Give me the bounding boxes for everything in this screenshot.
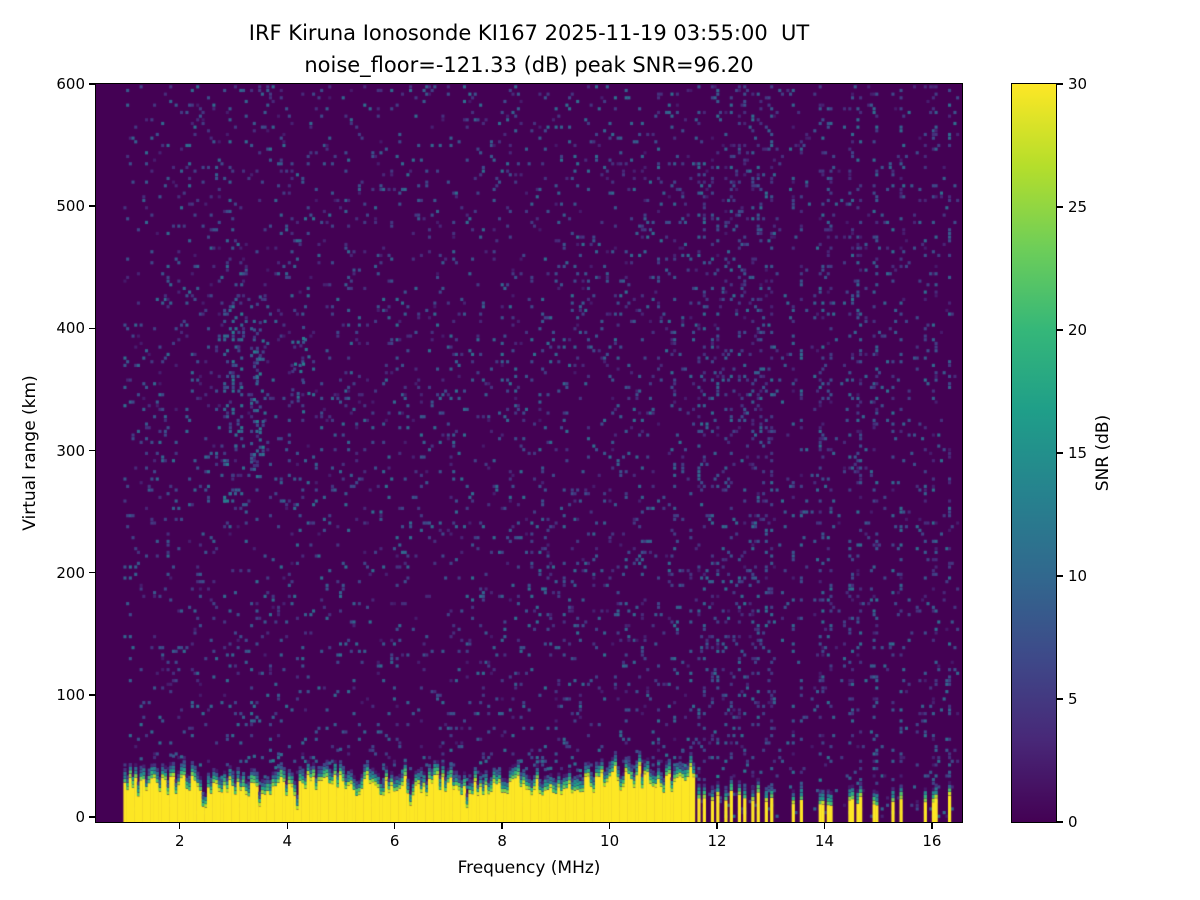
- colorbar-tick-mark: [1057, 698, 1063, 700]
- y-tick-label: 100: [56, 685, 85, 704]
- chart-subtitle: noise_floor=-121.33 (dB) peak SNR=96.20: [304, 53, 754, 77]
- y-tick-label: 600: [56, 75, 85, 93]
- colorbar-tick-mark: [1057, 821, 1063, 823]
- y-tick-mark: [89, 449, 96, 452]
- y-tick-mark: [89, 83, 96, 85]
- y-tick-label: 400: [56, 319, 85, 338]
- x-tick-label: 14: [814, 832, 835, 850]
- x-tick-mark: [179, 822, 181, 829]
- x-tick-label: 2: [175, 832, 185, 850]
- colorbar-tick-mark: [1057, 83, 1063, 85]
- x-tick-mark: [501, 822, 503, 829]
- y-tick-mark: [89, 816, 96, 818]
- y-tick-label: 300: [56, 441, 85, 460]
- colorbar-label: SNR (dB): [1093, 414, 1113, 492]
- x-tick-label: 10: [600, 832, 620, 850]
- y-tick-mark: [89, 694, 96, 696]
- plot-area: [95, 83, 963, 823]
- x-tick-label: 12: [707, 832, 727, 850]
- x-tick-mark: [286, 822, 288, 829]
- colorbar-tick-label: 25: [1068, 198, 1088, 216]
- chart-title: IRF Kiruna Ionosonde KI167 2025-11-19 03…: [248, 21, 810, 45]
- colorbar-tick-mark: [1057, 452, 1063, 454]
- y-tick-label: 500: [56, 197, 85, 216]
- colorbar-tick-label: 15: [1068, 444, 1088, 462]
- y-tick-label: 0: [75, 808, 85, 827]
- x-tick-mark: [823, 822, 826, 829]
- y-tick-mark: [89, 572, 96, 574]
- x-tick-mark: [931, 822, 933, 829]
- x-axis-label: Frequency (MHz): [457, 858, 601, 878]
- colorbar-tick-label: 20: [1068, 321, 1088, 339]
- x-tick-mark: [608, 822, 611, 829]
- colorbar-tick-mark: [1057, 575, 1063, 577]
- y-tick-label: 200: [56, 563, 85, 582]
- y-axis-label: Virtual range (km): [20, 375, 40, 531]
- y-tick-mark: [89, 205, 96, 207]
- colorbar-tick-mark: [1057, 329, 1063, 331]
- x-tick-label: 8: [497, 832, 507, 850]
- x-tick-label: 16: [922, 832, 942, 850]
- colorbar: [1011, 83, 1057, 823]
- ionogram-canvas: [96, 84, 962, 822]
- colorbar-tick-label: 5: [1068, 690, 1078, 708]
- x-tick-label: 4: [282, 832, 293, 850]
- x-tick-mark: [393, 822, 396, 829]
- x-tick-label: 6: [389, 832, 400, 850]
- colorbar-tick-label: 0: [1068, 813, 1078, 831]
- y-tick-mark: [89, 327, 96, 330]
- x-tick-mark: [716, 822, 718, 829]
- colorbar-tick-label: 10: [1068, 567, 1088, 585]
- colorbar-tick-label: 30: [1068, 75, 1088, 93]
- colorbar-tick-mark: [1057, 206, 1063, 208]
